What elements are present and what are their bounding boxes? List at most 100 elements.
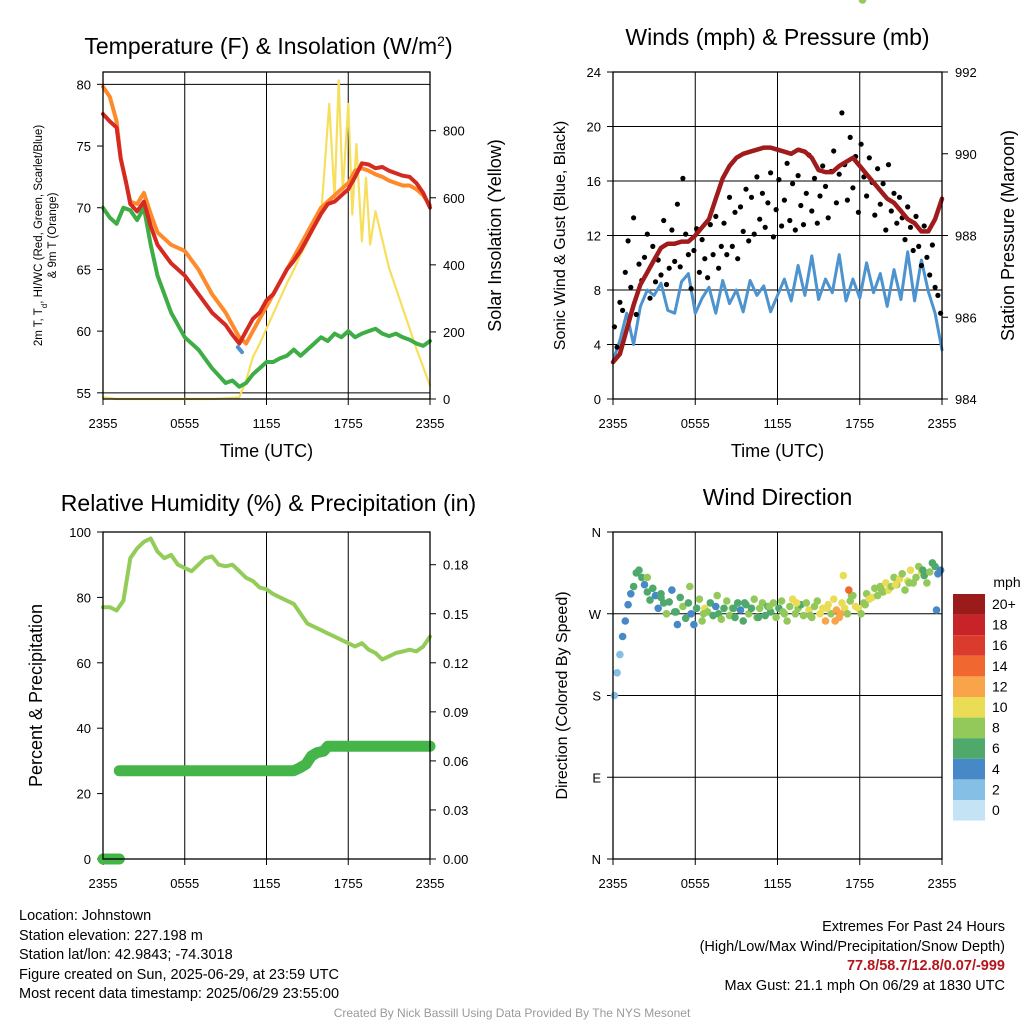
x-tick-label: 0555 [681, 416, 710, 431]
y-tick-label-right: 0.18 [443, 558, 468, 573]
y-tick-label-right: 0.06 [443, 754, 468, 769]
gust-point [685, 252, 692, 258]
legend-label: 14 [992, 658, 1008, 674]
direction-point [690, 620, 698, 629]
y-axis-label-left-2: & 9m T (Orange) [47, 192, 59, 278]
direction-point [649, 584, 657, 593]
direction-point [777, 597, 786, 605]
chart-title: Wind Direction [703, 484, 853, 510]
gust-point [737, 204, 744, 210]
legend-swatch [953, 738, 985, 759]
y-tick-label: 0 [594, 392, 601, 407]
gust-point [666, 265, 672, 271]
gust-point [844, 197, 851, 203]
direction-point [657, 590, 665, 598]
y-tick-label: 4 [594, 338, 601, 353]
direction-point [919, 566, 927, 574]
gust-point [617, 299, 623, 305]
direction-point [761, 611, 769, 620]
y-tick-label: 20 [587, 120, 601, 135]
gust-point [614, 344, 620, 350]
y-tick-label: 12 [587, 229, 601, 244]
legend-swatch [953, 800, 985, 821]
winds-panel: 24 20 16 12 8 4 0 992 990 988 986 984 2355 0555 1155 17… [552, 24, 1018, 461]
gust-point [779, 223, 785, 229]
direction-point [736, 606, 745, 614]
direction-point [713, 591, 721, 600]
y-tick-label: S [592, 689, 601, 704]
gust-point [929, 242, 936, 248]
gust-point [891, 190, 897, 196]
direction-point [739, 617, 747, 625]
gust-point [696, 269, 703, 275]
gust-point [641, 254, 648, 260]
gust-point [822, 183, 829, 189]
gust-point [836, 171, 842, 177]
direction-point [712, 602, 720, 611]
direction-point [792, 599, 801, 607]
gust-point [625, 238, 631, 244]
legend-swatch [953, 676, 985, 697]
gust-point [817, 193, 823, 199]
gust-point [652, 279, 659, 285]
y-tick-label: 16 [587, 174, 601, 189]
gust-point [924, 254, 930, 260]
direction-point [858, 0, 867, 4]
legend-swatch [953, 779, 985, 800]
y-tick-label: 24 [587, 65, 601, 80]
direction-point [643, 588, 652, 596]
direction-point [699, 610, 708, 618]
pressure-line [610, 145, 945, 365]
gust-point [883, 227, 889, 233]
gust-point [907, 224, 914, 230]
direction-point [731, 613, 739, 622]
gust-point [809, 208, 815, 214]
y-tick-label: W [589, 607, 602, 622]
y-tick-label-right: 0.09 [443, 705, 468, 720]
direction-point [931, 562, 939, 571]
gust-point [833, 200, 840, 206]
gust-point [896, 194, 903, 200]
direction-point [839, 571, 848, 580]
x-tick-label: 2355 [89, 416, 118, 431]
gust-point [732, 209, 738, 215]
credit-line: Created By Nick Bassill Using Data Provi… [333, 1006, 691, 1020]
y-axis-label-left: 2m T, Td, HI/WC (Red, Green, Scarlet/Blu… [33, 125, 49, 346]
direction-point [912, 573, 920, 582]
gust-point [622, 269, 628, 275]
gust-point [866, 155, 872, 161]
x-tick-label: 2355 [599, 416, 628, 431]
gust-point [877, 201, 883, 207]
direction-point [654, 604, 662, 613]
recent-timestamp: Most recent data timestamp: 2025/06/29 2… [19, 986, 340, 1003]
x-tick-label: 1155 [764, 876, 792, 891]
gust-point [702, 256, 708, 262]
gust-point [716, 265, 722, 271]
legend-label: 0 [992, 802, 1000, 818]
direction-point [627, 590, 635, 598]
direction-point [857, 610, 865, 618]
gust-point [765, 200, 771, 206]
direction-point [802, 599, 811, 607]
direction-point [646, 596, 654, 604]
x-tick-label: 0555 [170, 416, 199, 431]
legend-swatch [953, 758, 985, 780]
y-tick-label: 60 [77, 656, 91, 671]
gust-point [707, 222, 713, 228]
extremes-subtitle: (High/Low/Max Wind/Precipitation/Snow De… [699, 938, 1005, 955]
gust-point [795, 173, 801, 179]
gust-point [672, 258, 678, 264]
humidity-panel: 100 80 60 40 20 0 0.18 0.15 0.12 0.09 0.06 0.03 0.00… [26, 490, 476, 891]
gust-point [905, 204, 911, 210]
direction-point [901, 586, 909, 594]
x-tick-label: 0555 [681, 876, 710, 891]
y-tick-label: 60 [77, 324, 91, 339]
gust-point [776, 177, 782, 183]
x-tick-label: 2355 [928, 416, 957, 431]
gust-point [792, 227, 798, 233]
station-info: Location: Johnstown Station elevation: 2… [19, 907, 339, 1005]
legend-label: 18 [992, 617, 1008, 633]
gust-point [674, 201, 681, 207]
gust-point [718, 243, 724, 249]
gust-point [927, 272, 933, 278]
